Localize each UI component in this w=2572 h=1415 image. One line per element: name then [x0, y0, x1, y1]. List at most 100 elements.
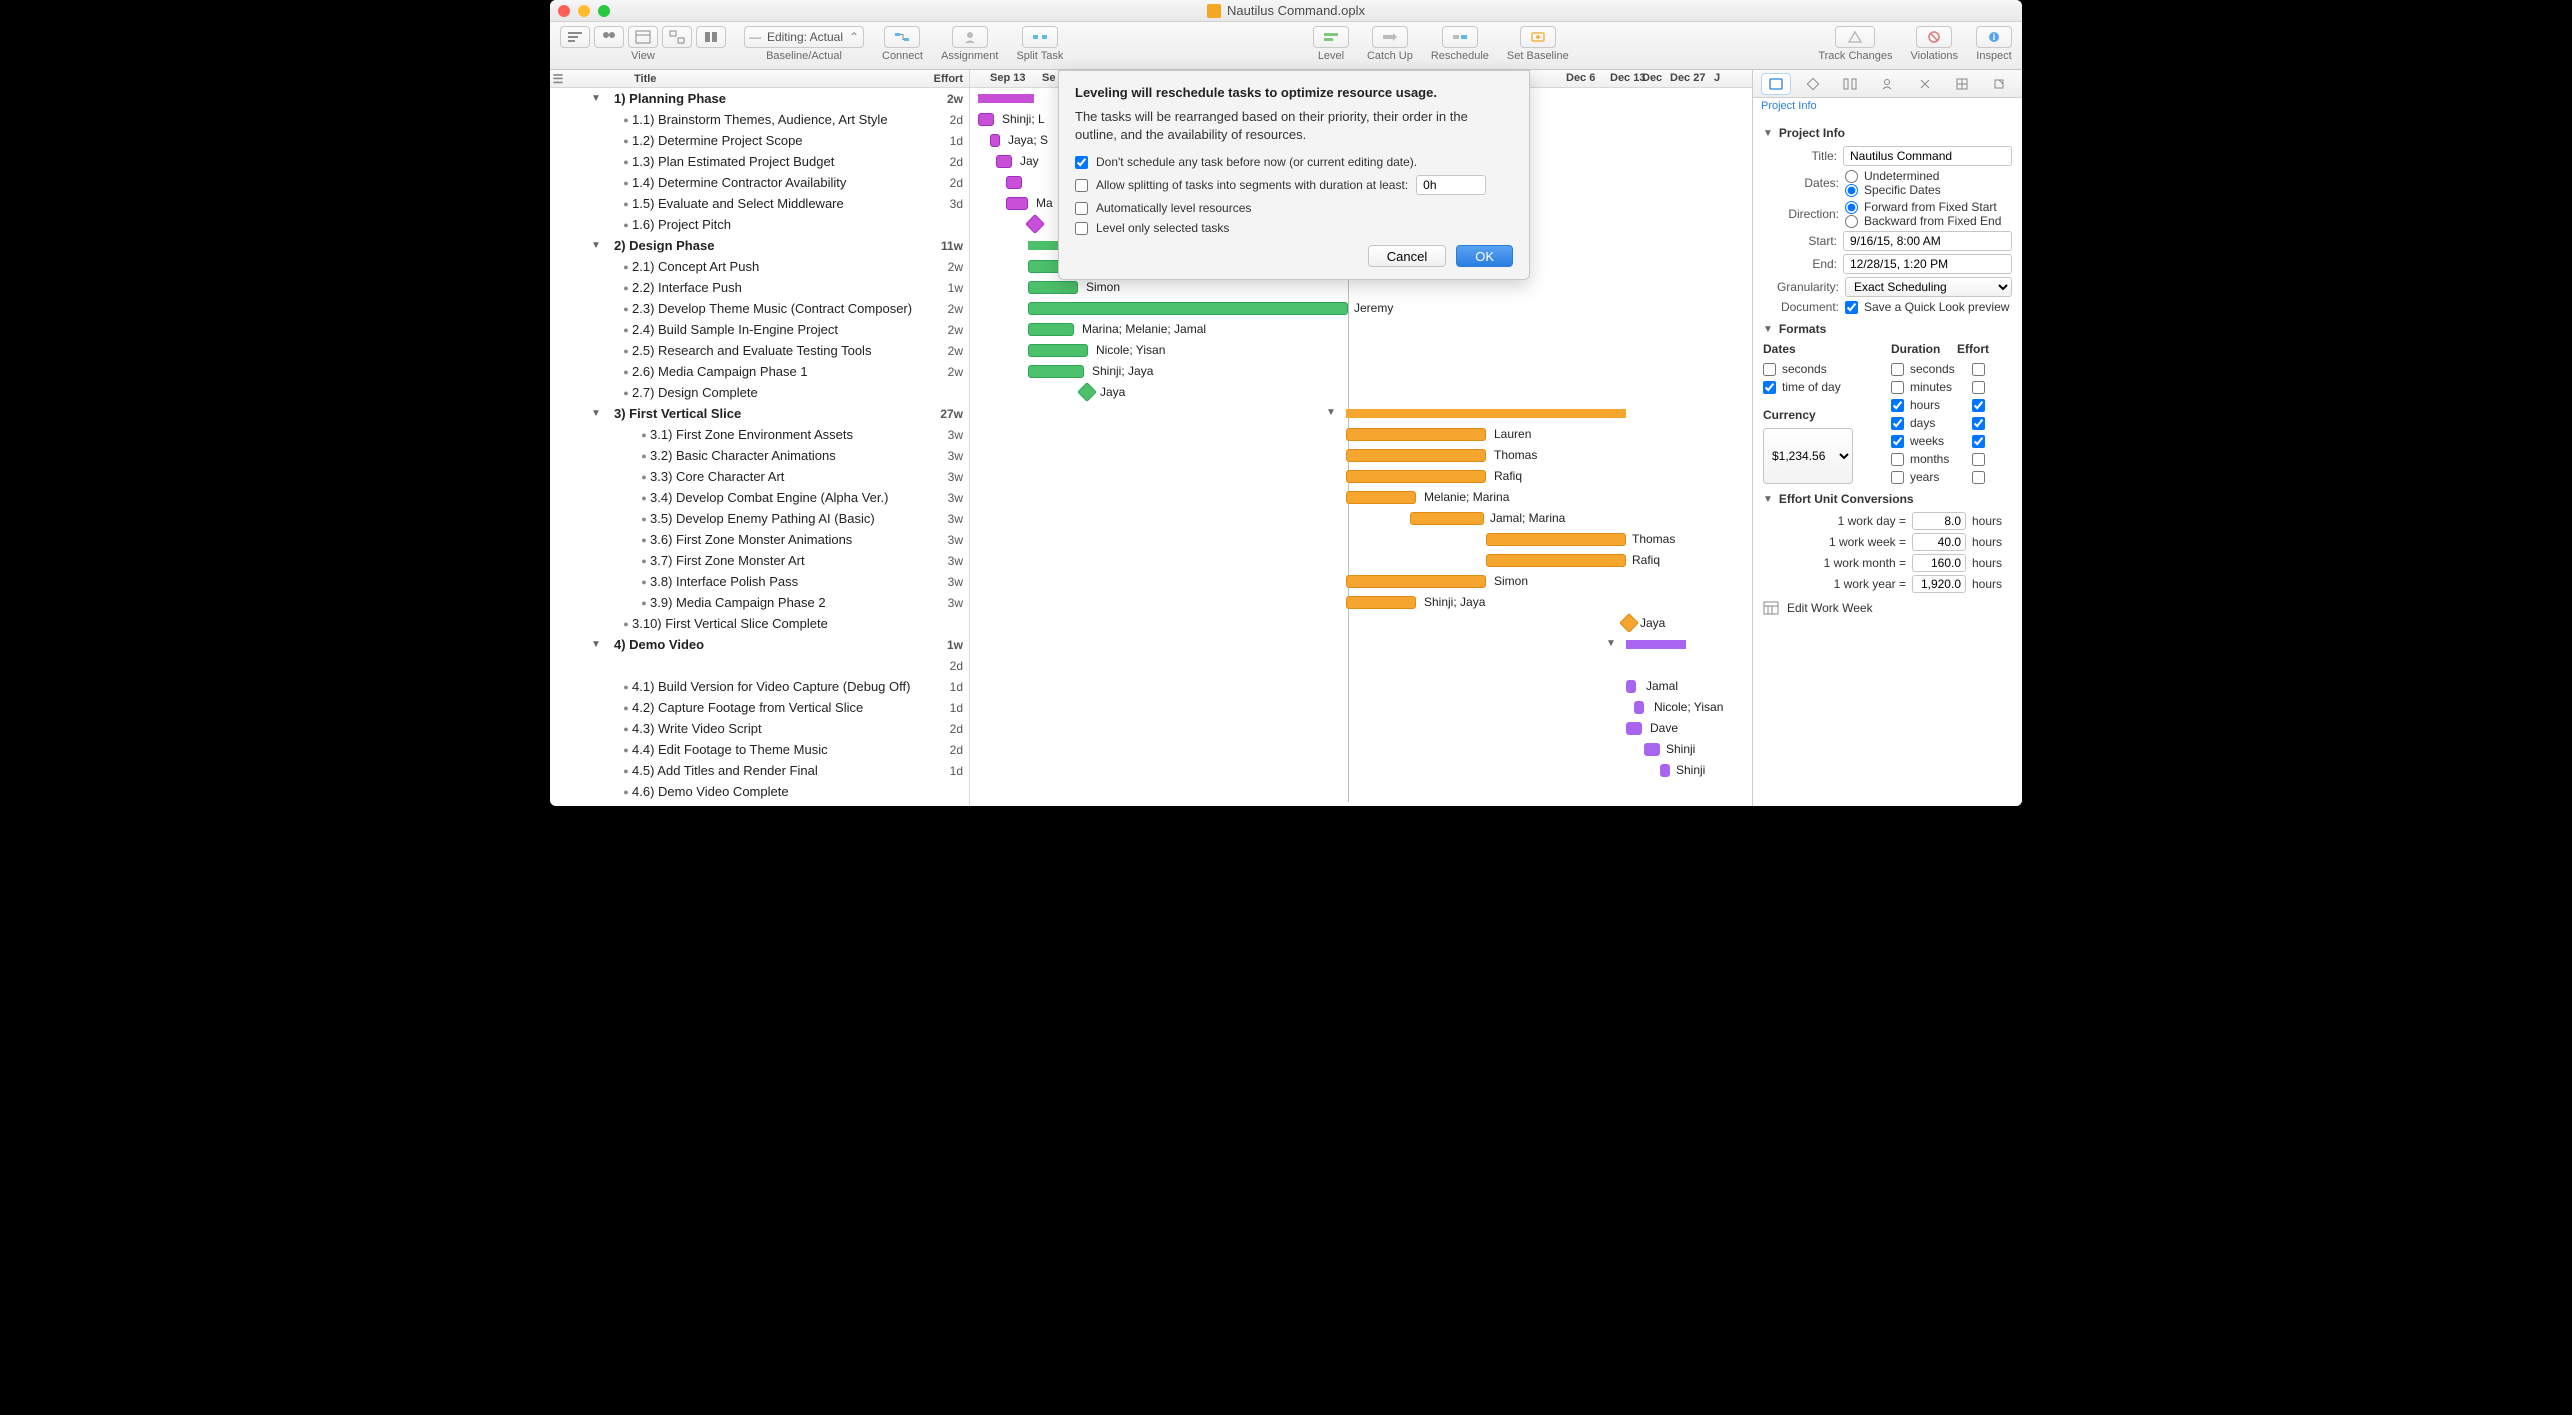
gantt-group-bar[interactable] — [978, 94, 1034, 103]
task-row[interactable]: ●3.3) Core Character Art3w — [550, 466, 969, 487]
dur-days-check[interactable] — [1891, 417, 1904, 430]
task-row[interactable]: ●2.2) Interface Push1w — [550, 277, 969, 298]
view-gantt-button[interactable] — [560, 26, 590, 48]
tab-custom-data-icon[interactable] — [1947, 73, 1977, 95]
start-field[interactable] — [1843, 231, 2012, 251]
task-row[interactable]: ●4.3) Write Video Script2d — [550, 718, 969, 739]
gantt-task-bar[interactable] — [1346, 596, 1416, 609]
gantt-task-bar[interactable] — [1644, 743, 1660, 756]
gantt-task-bar[interactable] — [1006, 197, 1028, 210]
disclosure-icon[interactable]: ▼ — [590, 408, 602, 419]
task-row[interactable]: ●1.5) Evaluate and Select Middleware3d — [550, 193, 969, 214]
catch-up-button[interactable] — [1372, 26, 1408, 48]
eff-seconds-check[interactable] — [1972, 363, 1985, 376]
gantt-task-bar[interactable] — [1634, 701, 1644, 714]
connect-button[interactable] — [884, 26, 920, 48]
gantt-task-bar[interactable] — [1410, 512, 1484, 525]
cancel-button[interactable]: Cancel — [1368, 245, 1446, 267]
gantt-task-bar[interactable] — [978, 113, 994, 126]
milestone-icon[interactable] — [1025, 214, 1045, 234]
granularity-select[interactable]: Exact Scheduling — [1845, 277, 2012, 297]
task-row[interactable]: ●1.4) Determine Contractor Availability2… — [550, 172, 969, 193]
task-row[interactable]: ●3.9) Media Campaign Phase 23w — [550, 592, 969, 613]
eff-years-check[interactable] — [1972, 471, 1985, 484]
task-row[interactable]: ●3.10) First Vertical Slice Complete — [550, 613, 969, 634]
task-row[interactable]: ●3.6) First Zone Monster Animations3w — [550, 529, 969, 550]
tab-styles-icon[interactable] — [1835, 73, 1865, 95]
task-row[interactable]: ●1.6) Project Pitch — [550, 214, 969, 235]
dur-hours-check[interactable] — [1891, 399, 1904, 412]
task-row[interactable]: ●1.2) Determine Project Scope1d — [550, 130, 969, 151]
assignment-button[interactable] — [952, 26, 988, 48]
task-row[interactable]: ●2.5) Research and Evaluate Testing Tool… — [550, 340, 969, 361]
hand-icon[interactable]: ☰ — [550, 72, 566, 86]
view-styles-button[interactable] — [696, 26, 726, 48]
level-button[interactable] — [1313, 26, 1349, 48]
tab-milestones-icon[interactable] — [1798, 73, 1828, 95]
dates-specific-radio[interactable]: Specific Dates — [1845, 183, 2012, 197]
task-row[interactable]: ●3.2) Basic Character Animations3w — [550, 445, 969, 466]
gantt-disclosure-icon[interactable]: ▼ — [1326, 407, 1336, 418]
eff-weeks-check[interactable] — [1972, 435, 1985, 448]
disclosure-icon[interactable]: ▼ — [590, 639, 602, 650]
gantt-task-bar[interactable] — [1346, 428, 1486, 441]
gantt-task-bar[interactable] — [1660, 764, 1670, 777]
gantt-task-bar[interactable] — [990, 134, 1000, 147]
task-row[interactable]: ●2.1) Concept Art Push2w — [550, 256, 969, 277]
gantt-task-bar[interactable] — [1626, 680, 1636, 693]
conv-day-field[interactable] — [1912, 512, 1966, 530]
task-row[interactable]: ●2.7) Design Complete — [550, 382, 969, 403]
track-changes-button[interactable] — [1835, 26, 1875, 48]
dur-years-check[interactable] — [1891, 471, 1904, 484]
gantt-task-bar[interactable] — [1346, 491, 1416, 504]
section-formats[interactable]: ▼Formats — [1763, 322, 2012, 336]
task-row[interactable]: ●3.7) First Zone Monster Art3w — [550, 550, 969, 571]
inspect-button[interactable]: i — [1976, 26, 2012, 48]
dur-minutes-check[interactable] — [1891, 381, 1904, 394]
task-row[interactable]: ●4.4) Edit Footage to Theme Music2d — [550, 739, 969, 760]
ok-button[interactable]: OK — [1456, 245, 1513, 267]
milestone-icon[interactable] — [1619, 613, 1639, 633]
dates-undetermined-radio[interactable]: Undetermined — [1845, 169, 2012, 183]
gantt-disclosure-icon[interactable]: ▼ — [1606, 638, 1616, 649]
quicklook-checkbox[interactable]: Save a Quick Look preview — [1845, 300, 2009, 314]
conv-month-field[interactable] — [1912, 554, 1966, 572]
dur-months-check[interactable] — [1891, 453, 1904, 466]
task-row[interactable]: ●4.6) Demo Video Complete — [550, 781, 969, 802]
project-title-field[interactable] — [1843, 146, 2012, 166]
fmt-timeofday-check[interactable]: time of day — [1763, 380, 1873, 394]
gantt-task-bar[interactable] — [1028, 302, 1348, 315]
gantt-task-bar[interactable] — [1486, 554, 1626, 567]
task-row[interactable]: ●4.5) Add Titles and Render Final1d — [550, 760, 969, 781]
end-field[interactable] — [1843, 254, 2012, 274]
task-row[interactable]: ●3.8) Interface Polish Pass3w — [550, 571, 969, 592]
view-resource-button[interactable] — [594, 26, 624, 48]
task-row[interactable]: ●1.1) Brainstorm Themes, Audience, Art S… — [550, 109, 969, 130]
direction-backward-radio[interactable]: Backward from Fixed End — [1845, 214, 2012, 228]
gantt-task-bar[interactable] — [1346, 449, 1486, 462]
gantt-task-bar[interactable] — [1028, 365, 1084, 378]
task-row[interactable]: ●4.1) Build Version for Video Capture (D… — [550, 676, 969, 697]
eff-days-check[interactable] — [1972, 417, 1985, 430]
view-calendar-button[interactable] — [628, 26, 658, 48]
task-row[interactable]: ●1.3) Plan Estimated Project Budget2d — [550, 151, 969, 172]
eff-months-check[interactable] — [1972, 453, 1985, 466]
disclosure-icon[interactable]: ▼ — [590, 93, 602, 104]
tab-project-icon[interactable] — [1761, 73, 1791, 95]
section-effort-conversions[interactable]: ▼Effort Unit Conversions — [1763, 492, 2012, 506]
gantt-task-bar[interactable] — [1346, 575, 1486, 588]
task-group-row[interactable]: ▼4) Demo Video1w — [550, 634, 969, 655]
split-duration-field[interactable] — [1416, 175, 1486, 195]
dialog-opt-selected-only[interactable]: Level only selected tasks — [1075, 221, 1513, 235]
reschedule-button[interactable] — [1442, 26, 1478, 48]
section-project-info[interactable]: ▼Project Info — [1763, 126, 2012, 140]
gantt-task-bar[interactable] — [1028, 344, 1088, 357]
col-title[interactable]: Title — [566, 73, 923, 85]
task-row[interactable]: ●2.4) Build Sample In-Engine Project2w — [550, 319, 969, 340]
gantt-task-bar[interactable] — [1346, 470, 1486, 483]
task-group-row[interactable]: ▼2) Design Phase11w — [550, 235, 969, 256]
task-row[interactable]: ●3.4) Develop Combat Engine (Alpha Ver.)… — [550, 487, 969, 508]
task-row[interactable]: ●3.1) First Zone Environment Assets3w — [550, 424, 969, 445]
conv-week-field[interactable] — [1912, 533, 1966, 551]
direction-forward-radio[interactable]: Forward from Fixed Start — [1845, 200, 2012, 214]
